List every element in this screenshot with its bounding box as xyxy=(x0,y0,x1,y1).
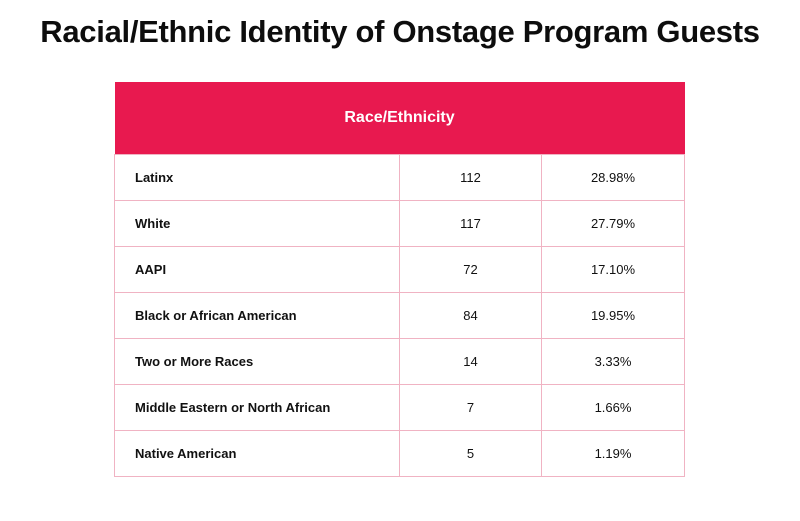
row-count: 5 xyxy=(399,430,542,477)
race-ethnicity-table: Race/Ethnicity Latinx 112 28.98% White 117 27… xyxy=(114,82,686,477)
table-row: Two or More Races 14 3.33% xyxy=(114,338,686,385)
row-percent: 19.95% xyxy=(540,292,686,339)
row-percent: 3.33% xyxy=(540,338,686,385)
row-label: Middle Eastern or North African xyxy=(114,384,400,431)
table-row: Native American 5 1.19% xyxy=(114,430,686,477)
row-count: 14 xyxy=(399,338,542,385)
row-label: Native American xyxy=(114,430,400,477)
row-percent: 28.98% xyxy=(540,154,686,201)
row-label: AAPI xyxy=(114,246,400,293)
table-body: Latinx 112 28.98% White 117 27.79% AAPI 72 17.10… xyxy=(114,154,686,477)
table-row: Latinx 112 28.98% xyxy=(114,154,686,201)
table-row: Middle Eastern or North African 7 1.66% xyxy=(114,384,686,431)
table-row: AAPI 72 17.10% xyxy=(114,246,686,293)
table-row: Black or African American 84 19.95% xyxy=(114,292,686,339)
row-count: 7 xyxy=(399,384,542,431)
table-row: White 117 27.79% xyxy=(114,200,686,247)
data-table-container: Race/Ethnicity Latinx 112 28.98% White 117 27… xyxy=(114,82,686,477)
row-count: 72 xyxy=(399,246,542,293)
row-label: Black or African American xyxy=(114,292,400,339)
row-percent: 1.66% xyxy=(540,384,686,431)
row-percent: 27.79% xyxy=(540,200,686,247)
row-count: 117 xyxy=(399,200,542,247)
table-header: Race/Ethnicity xyxy=(114,82,685,155)
table-header-row: Race/Ethnicity xyxy=(114,82,685,155)
row-count: 84 xyxy=(399,292,542,339)
row-label: Latinx xyxy=(114,154,400,201)
row-percent: 1.19% xyxy=(540,430,686,477)
row-label: White xyxy=(114,200,400,247)
row-count: 112 xyxy=(399,154,542,201)
page-title: Racial/Ethnic Identity of Onstage Progra… xyxy=(40,14,760,49)
row-percent: 17.10% xyxy=(540,246,686,293)
row-label: Two or More Races xyxy=(114,338,400,385)
